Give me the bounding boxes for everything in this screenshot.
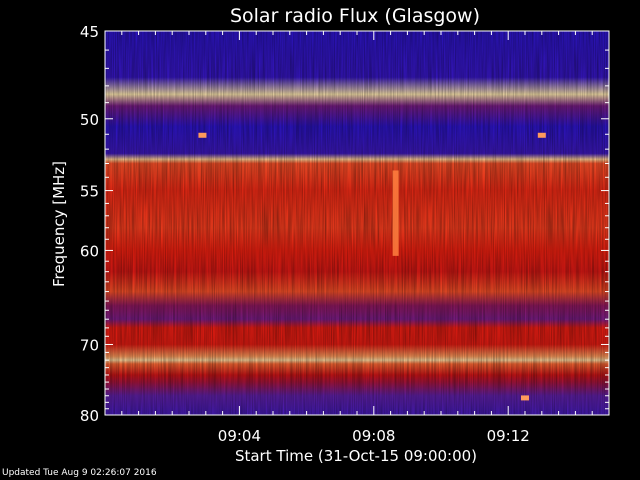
x-axis: 09:04 09:08 09:12 bbox=[121, 31, 593, 445]
plot-area bbox=[105, 31, 609, 415]
spot-feature-3 bbox=[537, 132, 546, 138]
y-axis: 45 50 55 60 70 80 bbox=[80, 23, 609, 425]
burst-feature-0 bbox=[392, 170, 399, 256]
x-tick-label-2: 09:12 bbox=[487, 427, 530, 445]
y-tick-label-80: 80 bbox=[80, 407, 99, 425]
x-tick-label-1: 09:08 bbox=[352, 427, 395, 445]
updated-timestamp: Updated Tue Aug 9 02:26:07 2016 bbox=[2, 468, 157, 478]
spot-feature-2 bbox=[198, 132, 207, 138]
x-tick-label-0: 09:04 bbox=[218, 427, 261, 445]
y-tick-label-55: 55 bbox=[80, 183, 99, 201]
spot-feature-1 bbox=[521, 395, 529, 401]
y-axis-label: Frequency [MHz] bbox=[50, 161, 68, 287]
y-tick-label-70: 70 bbox=[80, 336, 99, 354]
heatmap-texture bbox=[105, 31, 609, 415]
y-tick-label-60: 60 bbox=[80, 242, 99, 260]
y-tick-label-50: 50 bbox=[80, 111, 99, 129]
y-tick-label-45: 45 bbox=[80, 23, 99, 41]
x-axis-label: Start Time (31-Oct-15 09:00:00) bbox=[235, 447, 477, 465]
burst-features bbox=[198, 132, 546, 401]
chart-title: Solar radio Flux (Glasgow) bbox=[230, 5, 480, 27]
